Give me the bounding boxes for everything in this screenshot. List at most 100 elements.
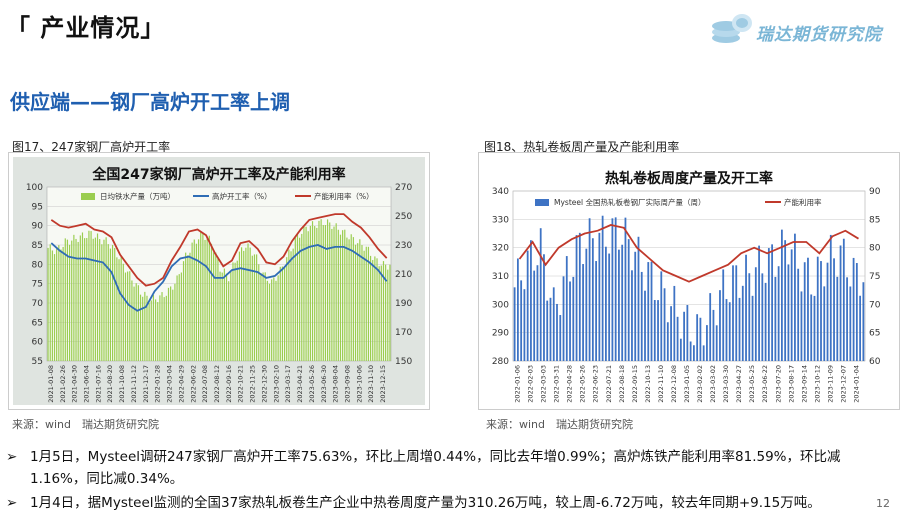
bar [253, 254, 256, 361]
bar [767, 248, 770, 361]
bar [271, 279, 273, 361]
bar [627, 239, 630, 361]
x-tick-label: 2022-04-29 [177, 365, 185, 403]
bar [758, 245, 760, 361]
y-tick-left: 290 [492, 329, 509, 339]
bar [595, 261, 598, 361]
bar [790, 249, 793, 361]
bar [578, 232, 581, 361]
bar [275, 280, 277, 361]
x-tick-label: 2023-03-17 [284, 365, 292, 403]
bar [260, 273, 262, 361]
bar [86, 238, 88, 361]
bar [288, 249, 290, 361]
bar [644, 290, 646, 361]
bar [335, 223, 337, 361]
bar [116, 257, 118, 361]
bar [172, 289, 174, 361]
bar [618, 249, 620, 361]
bar [516, 258, 519, 361]
bar [660, 271, 663, 361]
x-tick-label: 2023-02-10 [272, 365, 280, 403]
y-tick-left: 90 [32, 222, 44, 232]
x-tick-label: 2023-10-06 [355, 365, 363, 403]
bar [60, 249, 62, 361]
x-tick-label: 2022-07-21 [605, 365, 613, 403]
legend-label: 产能利用率（%） [314, 191, 374, 201]
bar [174, 283, 176, 361]
bar [725, 299, 728, 361]
bar [797, 268, 800, 361]
x-tick-label: 2023-08-17 [787, 365, 795, 403]
bar [262, 272, 264, 361]
bar [621, 244, 624, 361]
y-tick-left: 55 [32, 357, 43, 367]
x-tick-label: 2021-07-16 [94, 365, 102, 403]
x-tick-label: 2023-04-21 [296, 365, 304, 403]
bar [588, 218, 591, 361]
bar [53, 254, 56, 361]
bar [243, 250, 245, 361]
bar [556, 303, 558, 361]
bar [230, 271, 232, 361]
x-tick-label: 2021-04-30 [71, 365, 79, 403]
bar [150, 300, 152, 361]
x-tick-label: 2022-04-28 [566, 365, 574, 403]
x-tick-label: 2021-08-20 [106, 365, 114, 403]
page-number: 12 [876, 497, 890, 510]
bar [852, 257, 855, 361]
bar [533, 270, 536, 361]
bar [180, 272, 182, 361]
x-tick-label: 2023-08-04 [332, 365, 340, 403]
y-tick-right: 250 [395, 212, 412, 222]
x-tick-label: 2023-12-07 [839, 365, 847, 403]
x-tick-label: 2021-10-08 [118, 365, 126, 403]
bar [75, 238, 77, 361]
bar [640, 271, 643, 361]
legend-label: 产能利用率 [784, 197, 822, 207]
bar [307, 231, 309, 361]
bar [608, 253, 611, 361]
bar [247, 243, 249, 361]
bar [520, 280, 523, 361]
bar [513, 287, 516, 361]
x-tick-label: 2022-03-31 [553, 365, 561, 403]
y-tick-left: 320 [492, 244, 509, 254]
x-tick-label: 2022-10-21 [237, 365, 245, 403]
bar [99, 239, 101, 361]
x-tick-label: 2023-05-26 [308, 365, 316, 403]
bar [240, 247, 243, 361]
x-tick-label: 2023-04-27 [735, 365, 743, 403]
bar [530, 240, 532, 361]
bar [92, 238, 94, 361]
bar [109, 248, 112, 361]
bar [122, 263, 124, 361]
bar [637, 236, 640, 361]
bar [624, 217, 627, 361]
bar [337, 229, 339, 361]
bar [333, 226, 335, 361]
bullet-item: ➢ 1月4日，据Mysteel监测的全国37家热轧板卷生产企业中热卷周度产量为3… [6, 492, 886, 514]
bar [68, 244, 71, 361]
bar [225, 273, 228, 361]
bar [774, 276, 777, 361]
bar [546, 300, 549, 361]
bullet-text-1: 1月5日，Mysteel调研247家钢厂高炉开工率75.63%，环比上周增0.4… [30, 449, 841, 487]
x-tick-label: 2022-06-23 [592, 365, 600, 403]
chart-title: 全国247家钢厂高炉开工率及产能利用率 [91, 166, 345, 183]
bar [148, 302, 150, 361]
bar [849, 286, 852, 361]
series-line [518, 224, 859, 283]
bar [195, 243, 198, 361]
x-tick-label: 2022-01-28 [154, 365, 162, 403]
chart-panel-1: 全国247家钢厂高炉开工率及产能利用率 55 60 65 70 75 80 85 90 95 100… [8, 152, 430, 410]
y-tick-left: 85 [32, 241, 43, 251]
bar [748, 273, 751, 361]
bar [258, 264, 260, 361]
legend-label: 日均铁水产量（万吨） [100, 191, 175, 201]
bar [692, 345, 695, 361]
x-tick-label: 2023-09-14 [800, 365, 808, 403]
y-tick-right: 70 [869, 300, 881, 310]
bar [810, 294, 813, 361]
y-tick-right: 150 [395, 357, 412, 367]
